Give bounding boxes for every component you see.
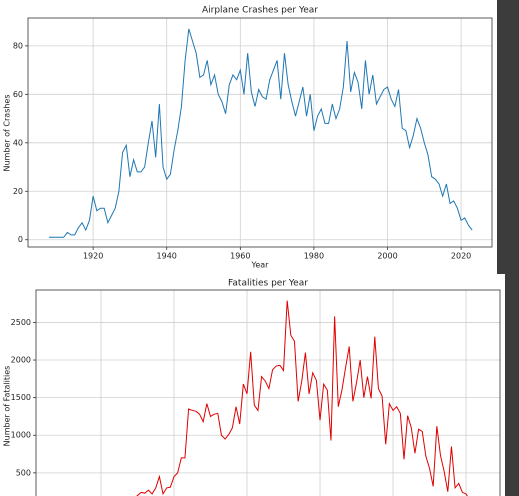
y-axis-label: Number of Crashes xyxy=(3,94,12,171)
data-line xyxy=(48,28,473,238)
y-tick-label: 1000 xyxy=(11,431,31,440)
x-tick-label: 2020 xyxy=(451,252,471,261)
data-line xyxy=(136,300,468,496)
x-tick-label: 1980 xyxy=(304,252,324,261)
chart: Airplane Crashes per Year Year Number of… xyxy=(3,6,493,270)
y-tick-label: 0 xyxy=(18,235,23,244)
y-tick-label: 2000 xyxy=(11,356,31,365)
y-tick-label: 2500 xyxy=(11,318,31,327)
plot-frame xyxy=(27,17,493,248)
x-tick-label: 1940 xyxy=(157,252,177,261)
x-tick-label: 1960 xyxy=(230,252,250,261)
y-tick-label: 1500 xyxy=(11,393,31,402)
y-tick-label: 20 xyxy=(13,187,23,196)
x-tick-label: 1920 xyxy=(83,252,103,261)
chart: Fatalities per Year Number of Fatalities… xyxy=(3,279,501,496)
side-panel xyxy=(505,274,519,496)
x-axis-label: Year xyxy=(251,261,270,270)
side-panel xyxy=(497,0,519,274)
y-tick-label: 500 xyxy=(16,468,31,477)
y-tick-label: 60 xyxy=(13,90,23,99)
x-tick-label: 2000 xyxy=(377,252,397,261)
chart-title: Fatalities per Year xyxy=(228,279,308,289)
y-axis-label: Number of Fatalities xyxy=(3,366,12,447)
y-tick-label: 80 xyxy=(13,41,23,50)
chart-title: Airplane Crashes per Year xyxy=(202,6,318,16)
plot-frame xyxy=(35,289,501,496)
y-tick-label: 40 xyxy=(13,138,23,147)
